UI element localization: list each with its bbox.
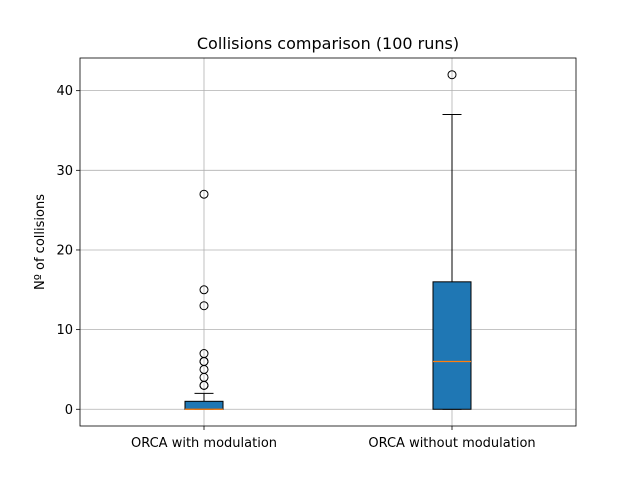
outlier-point-0 xyxy=(447,70,457,80)
y-axis: 0 10 20 30 40 xyxy=(56,84,80,418)
y-tick-label-0: 0 xyxy=(65,403,73,418)
iqr-box xyxy=(184,400,224,410)
y-tick-label-1: 10 xyxy=(56,323,73,338)
x-axis: ORCA with modulation ORCA without modulat… xyxy=(131,426,536,451)
y-tick-label-4: 40 xyxy=(56,84,73,99)
plot-frame xyxy=(79,57,577,427)
box-series xyxy=(184,70,472,410)
outlier-point-8 xyxy=(199,285,209,295)
box-group-0 xyxy=(184,189,224,410)
outlier-point-9 xyxy=(199,189,209,199)
x-tick-label-1: ORCA without modulation xyxy=(368,436,535,451)
box-group-1 xyxy=(432,70,472,410)
x-tick-label-0: ORCA with modulation xyxy=(131,436,277,451)
outlier-point-6 xyxy=(199,349,209,359)
y-axis-label: Nº of collisions xyxy=(33,194,48,290)
outlier-point-7 xyxy=(199,301,209,311)
iqr-box xyxy=(432,281,472,410)
grid-lines xyxy=(80,58,576,426)
y-tick-label-3: 30 xyxy=(56,164,73,179)
chart-title: Collisions comparison (100 runs) xyxy=(197,34,459,53)
y-tick-label-2: 20 xyxy=(56,243,73,258)
